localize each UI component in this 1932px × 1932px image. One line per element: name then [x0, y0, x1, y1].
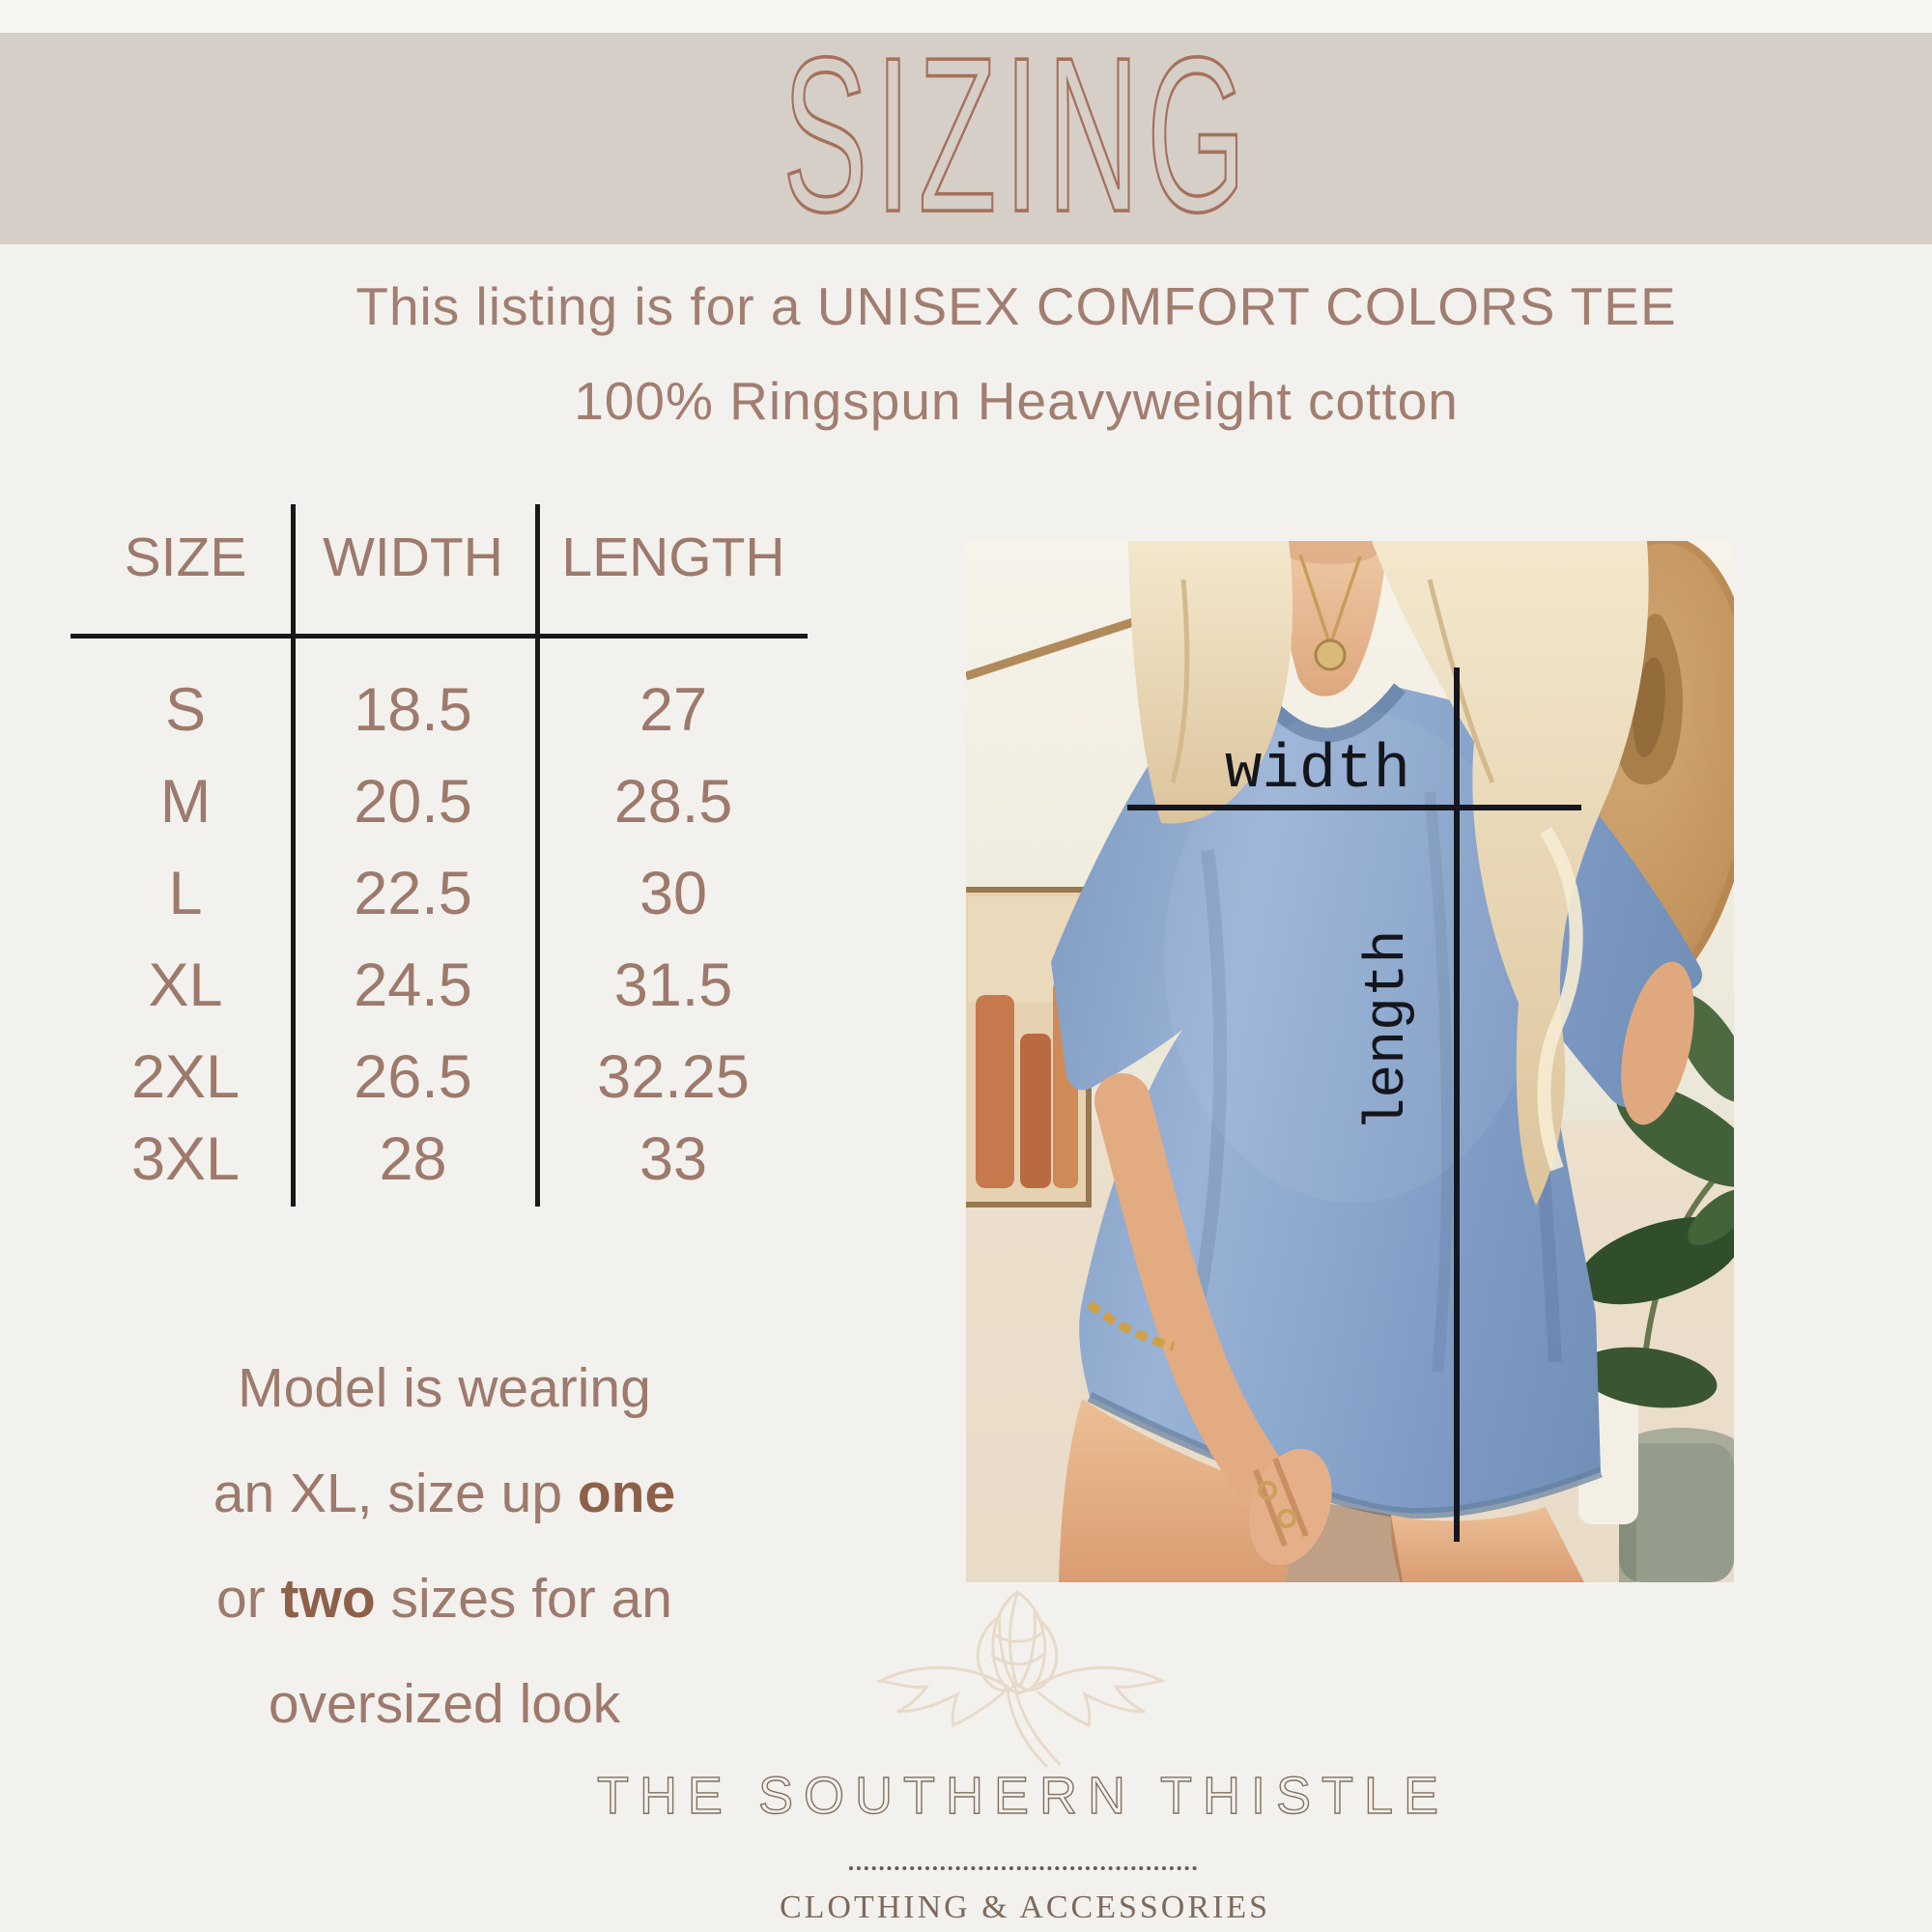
length-cell: 28.5	[613, 768, 733, 836]
table-row: XL 24.5 31.5	[0, 940, 831, 1031]
length-cell: 31.5	[613, 952, 733, 1019]
thistle-logo-icon	[875, 1590, 1167, 1768]
necklace	[1298, 554, 1362, 671]
width-cell: 24.5	[354, 952, 472, 1019]
table-row: L 22.5 30	[0, 848, 831, 939]
model-note: Model is wearing an XL, size up one or t…	[116, 1336, 773, 1757]
length-cell: 33	[639, 1125, 708, 1193]
bracelet	[1087, 1300, 1176, 1351]
width-cell: 28	[379, 1125, 447, 1193]
column-header-width: WIDTH	[323, 526, 503, 588]
right-arm	[1621, 961, 1694, 1125]
model-note-line2: an XL, size up one	[213, 1463, 676, 1524]
width-cell: 22.5	[354, 860, 472, 927]
table-row: 2XL 26.5 32.25	[0, 1032, 831, 1122]
top-margin-strip	[0, 0, 1932, 33]
length-cell: 30	[639, 860, 708, 927]
size-cell: M	[159, 768, 212, 836]
header-underline	[71, 634, 808, 639]
product-photo: width length	[966, 541, 1734, 1582]
table-row: M 20.5 28.5	[0, 756, 831, 847]
column-header-length: LENGTH	[561, 526, 785, 588]
model-hair	[1128, 541, 1649, 1206]
listing-description-line1: This listing is for a UNISEX COMFORT COL…	[355, 276, 1677, 336]
ring	[1258, 1481, 1277, 1500]
title-banner: SIZING	[0, 22, 1932, 246]
brand-tagline: CLOTHING & ACCESSORIES	[779, 1889, 1271, 1925]
table-row: S 18.5 27	[0, 665, 831, 755]
listing-description-line2: 100% Ringspun Heavyweight cotton	[574, 371, 1459, 431]
ring	[1277, 1509, 1296, 1528]
model-note-line4: oversized look	[268, 1673, 621, 1735]
size-cell: 2XL	[130, 1043, 241, 1111]
width-cell: 18.5	[354, 676, 472, 744]
model-note-line1: Model is wearing	[238, 1357, 651, 1419]
product-photo-illustration: width length	[966, 541, 1734, 1582]
width-cell: 20.5	[354, 768, 472, 836]
model-note-line3: or two sizes for an	[216, 1568, 672, 1630]
column-header-size: SIZE	[124, 526, 247, 588]
table-row: 3XL 28 33	[0, 1114, 831, 1205]
width-line	[1127, 805, 1581, 810]
brand-divider	[849, 1866, 1197, 1870]
size-cell: XL	[148, 952, 223, 1019]
emphasis-one: one	[577, 1463, 676, 1524]
measurement-annotations: width length	[1127, 668, 1581, 1542]
width-label: width	[1225, 736, 1410, 806]
emphasis-two: two	[280, 1568, 376, 1630]
size-cell: 3XL	[130, 1125, 241, 1193]
column-divider-1	[291, 504, 296, 1207]
length-label: length	[1357, 930, 1420, 1132]
listing-description: This listing is for a UNISEX COMFORT COL…	[0, 259, 1932, 448]
column-divider-2	[535, 504, 540, 1207]
length-line	[1454, 668, 1460, 1542]
model-arm	[1087, 961, 1694, 1566]
length-cell: 27	[639, 676, 708, 744]
page-title: SIZING	[781, 11, 1254, 258]
length-cell: 32.25	[597, 1043, 750, 1111]
brand-name: THE SOUTHERN THISTLE	[596, 1766, 1450, 1825]
tee-hem	[1087, 1392, 1603, 1520]
model-neck	[1277, 541, 1387, 696]
size-cell: S	[164, 676, 207, 744]
width-cell: 26.5	[354, 1043, 472, 1111]
size-cell: L	[168, 860, 203, 927]
size-chart-header: SIZE WIDTH LENGTH	[0, 514, 831, 601]
